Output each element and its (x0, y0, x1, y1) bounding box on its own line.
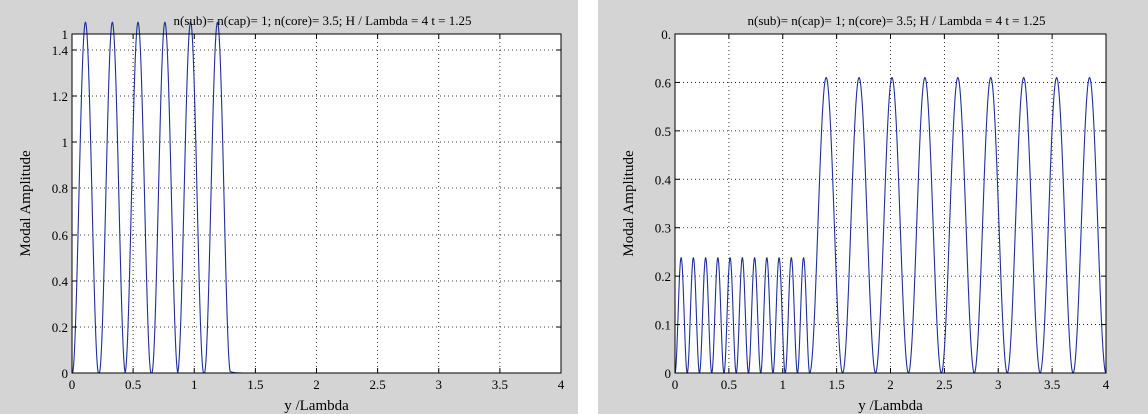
right-y-tick-label: 0. (661, 27, 671, 42)
left-x-tick-label: 1 (191, 377, 198, 392)
right-y-tick-label: 0 (665, 366, 672, 381)
left-y-tick-label: 1 (62, 135, 69, 150)
left-y-tick-label: 0.8 (52, 181, 68, 196)
left-y-tick-label: 0.4 (52, 274, 69, 289)
right-y-tick-label: 0.4 (655, 172, 672, 187)
left-y-axis-label: Modal Amplitude (18, 150, 34, 257)
right-y-tick-label: 0.1 (655, 318, 671, 333)
left-chart-title: n(sub)= n(cap)= 1; n(core)= 3.5; H / Lam… (173, 13, 471, 28)
left-x-tick-label: 3 (436, 377, 443, 392)
left-y-tick-label: 1.2 (52, 89, 68, 104)
right-x-tick-label: 4 (1103, 377, 1110, 392)
left-y-tick-label: 1.4 (52, 43, 69, 58)
left-x-axis-label: y /Lambda (284, 398, 349, 414)
right-y-tick-label: 0.2 (655, 269, 671, 284)
left-y-tick-label: 0.6 (52, 228, 69, 243)
right-x-tick-label: 2.5 (936, 377, 952, 392)
right-x-tick-label: 1 (780, 377, 787, 392)
left-x-tick-label: 0 (69, 377, 76, 392)
left-y-tick-label: 1 (62, 27, 69, 42)
right-x-tick-label: 1.5 (829, 377, 845, 392)
right-x-tick-label: 0 (672, 377, 679, 392)
left-y-tick-label: 0.2 (52, 320, 68, 335)
left-x-tick-label: 2.5 (370, 377, 386, 392)
left-x-tick-label: 0.5 (125, 377, 141, 392)
right-x-tick-label: 3.5 (1044, 377, 1060, 392)
right-x-tick-label: 0.5 (721, 377, 737, 392)
left-x-tick-label: 4 (558, 377, 565, 392)
right-x-axis-label: y /Lambda (858, 398, 923, 414)
right-y-tick-label: 0.6 (655, 75, 672, 90)
left-y-tick-label: 0 (62, 366, 69, 381)
right-y-tick-label: 0.3 (655, 221, 671, 236)
right-y-axis-label: Modal Amplitude (621, 150, 637, 257)
right-x-tick-label: 3 (995, 377, 1002, 392)
right-x-tick-label: 2 (887, 377, 894, 392)
left-x-tick-label: 2 (313, 377, 320, 392)
right-y-tick-label: 0.5 (655, 124, 671, 139)
right-chart-title: n(sub)= n(cap)= 1; n(core)= 3.5; H / Lam… (747, 13, 1045, 28)
left-x-tick-label: 3.5 (492, 377, 508, 392)
left-x-tick-label: 1.5 (247, 377, 263, 392)
